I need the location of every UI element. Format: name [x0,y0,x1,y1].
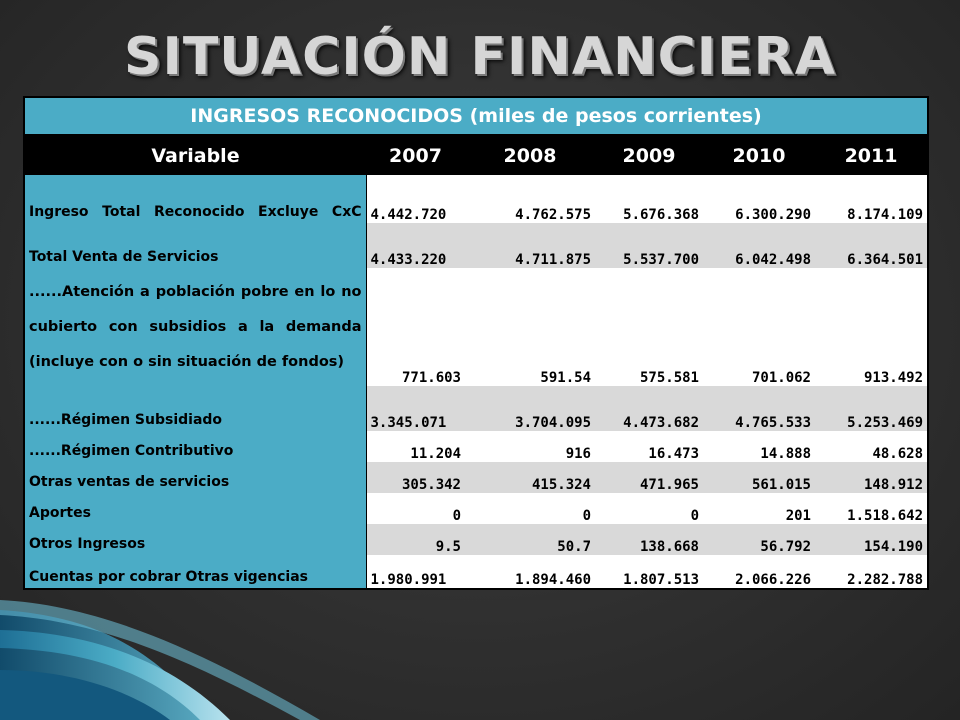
corner-wave-decoration [0,600,320,720]
cell-value: 575.581 [595,268,703,386]
column-header-2007: 2007 [366,135,465,175]
cell-value: 14.888 [703,431,815,462]
table-row: ......Atención a población pobre en lo n… [24,268,929,386]
cell-value: 913.492 [815,268,929,386]
cell-value: 8.174.109 [815,175,929,223]
cell-value: 305.342 [366,462,465,493]
row-label: Otros Ingresos [24,524,367,555]
cell-value: 1.518.642 [815,493,929,524]
row-label: Ingreso Total Reconocido Excluye CxC [24,175,367,223]
cell-value: 4.473.682 [595,386,703,431]
cell-value: 5.537.700 [595,223,703,268]
cell-value: 138.668 [595,524,703,555]
cell-value: 4.442.720 [366,175,465,223]
cell-value: 701.062 [703,268,815,386]
cell-value: 4.711.875 [465,223,595,268]
cell-value: 1.980.991 [366,555,465,589]
cell-value: 415.324 [465,462,595,493]
cell-value: 11.204 [366,431,465,462]
cell-value: 561.015 [703,462,815,493]
row-label: ......Régimen Contributivo [24,431,367,462]
row-label: Cuentas por cobrar Otras vigencias [24,555,367,589]
cell-value: 16.473 [595,431,703,462]
table-row: Otras ventas de servicios 305.342 415.32… [24,462,929,493]
cell-value: 6.042.498 [703,223,815,268]
cell-value: 471.965 [595,462,703,493]
cell-value: 5.253.469 [815,386,929,431]
table-caption-row: INGRESOS RECONOCIDOS (miles de pesos cor… [24,97,929,136]
table-header-row: Variable 2007 2008 2009 2010 2011 [24,135,929,175]
column-header-variable: Variable [24,135,366,175]
cell-value: 916 [465,431,595,462]
row-label: Aportes [24,493,367,524]
table-row: Cuentas por cobrar Otras vigencias 1.980… [24,555,929,589]
cell-value: 0 [595,493,703,524]
cell-value: 201 [703,493,815,524]
cell-value: 1.894.460 [465,555,595,589]
cell-value: 4.765.533 [703,386,815,431]
income-table: INGRESOS RECONOCIDOS (miles de pesos cor… [23,96,930,590]
table-row: Ingreso Total Reconocido Excluye CxC 4.4… [24,175,929,223]
cell-value: 148.912 [815,462,929,493]
table-row: ......Régimen Contributivo 11.204 916 16… [24,431,929,462]
cell-value: 3.345.071 [366,386,465,431]
row-label: ......Régimen Subsidiado [24,386,367,431]
cell-value: 0 [465,493,595,524]
cell-value: 591.54 [465,268,595,386]
column-header-2009: 2009 [595,135,703,175]
table-caption: INGRESOS RECONOCIDOS (miles de pesos cor… [24,97,929,136]
cell-value: 2.066.226 [703,555,815,589]
cell-value: 48.628 [815,431,929,462]
cell-value: 5.676.368 [595,175,703,223]
slide-title: SITUACIÓN FINANCIERA [124,27,836,87]
cell-value: 4.762.575 [465,175,595,223]
table-row: ......Régimen Subsidiado 3.345.071 3.704… [24,386,929,431]
cell-value: 6.364.501 [815,223,929,268]
cell-value: 50.7 [465,524,595,555]
cell-value: 6.300.290 [703,175,815,223]
column-header-2008: 2008 [465,135,595,175]
cell-value: 3.704.095 [465,386,595,431]
cell-value: 4.433.220 [366,223,465,268]
column-header-2010: 2010 [703,135,815,175]
row-label: Otras ventas de servicios [24,462,367,493]
cell-value: 771.603 [366,268,465,386]
row-label: ......Atención a población pobre en lo n… [24,268,367,386]
table-row: Otros Ingresos 9.5 50.7 138.668 56.792 1… [24,524,929,555]
cell-value: 56.792 [703,524,815,555]
cell-value: 154.190 [815,524,929,555]
column-header-2011: 2011 [815,135,929,175]
cell-value: 1.807.513 [595,555,703,589]
row-label: Total Venta de Servicios [24,223,367,268]
cell-value: 2.282.788 [815,555,929,589]
cell-value: 9.5 [366,524,465,555]
table-row: Aportes 0 0 0 201 1.518.642 [24,493,929,524]
cell-value: 0 [366,493,465,524]
table-row: Total Venta de Servicios 4.433.220 4.711… [24,223,929,268]
